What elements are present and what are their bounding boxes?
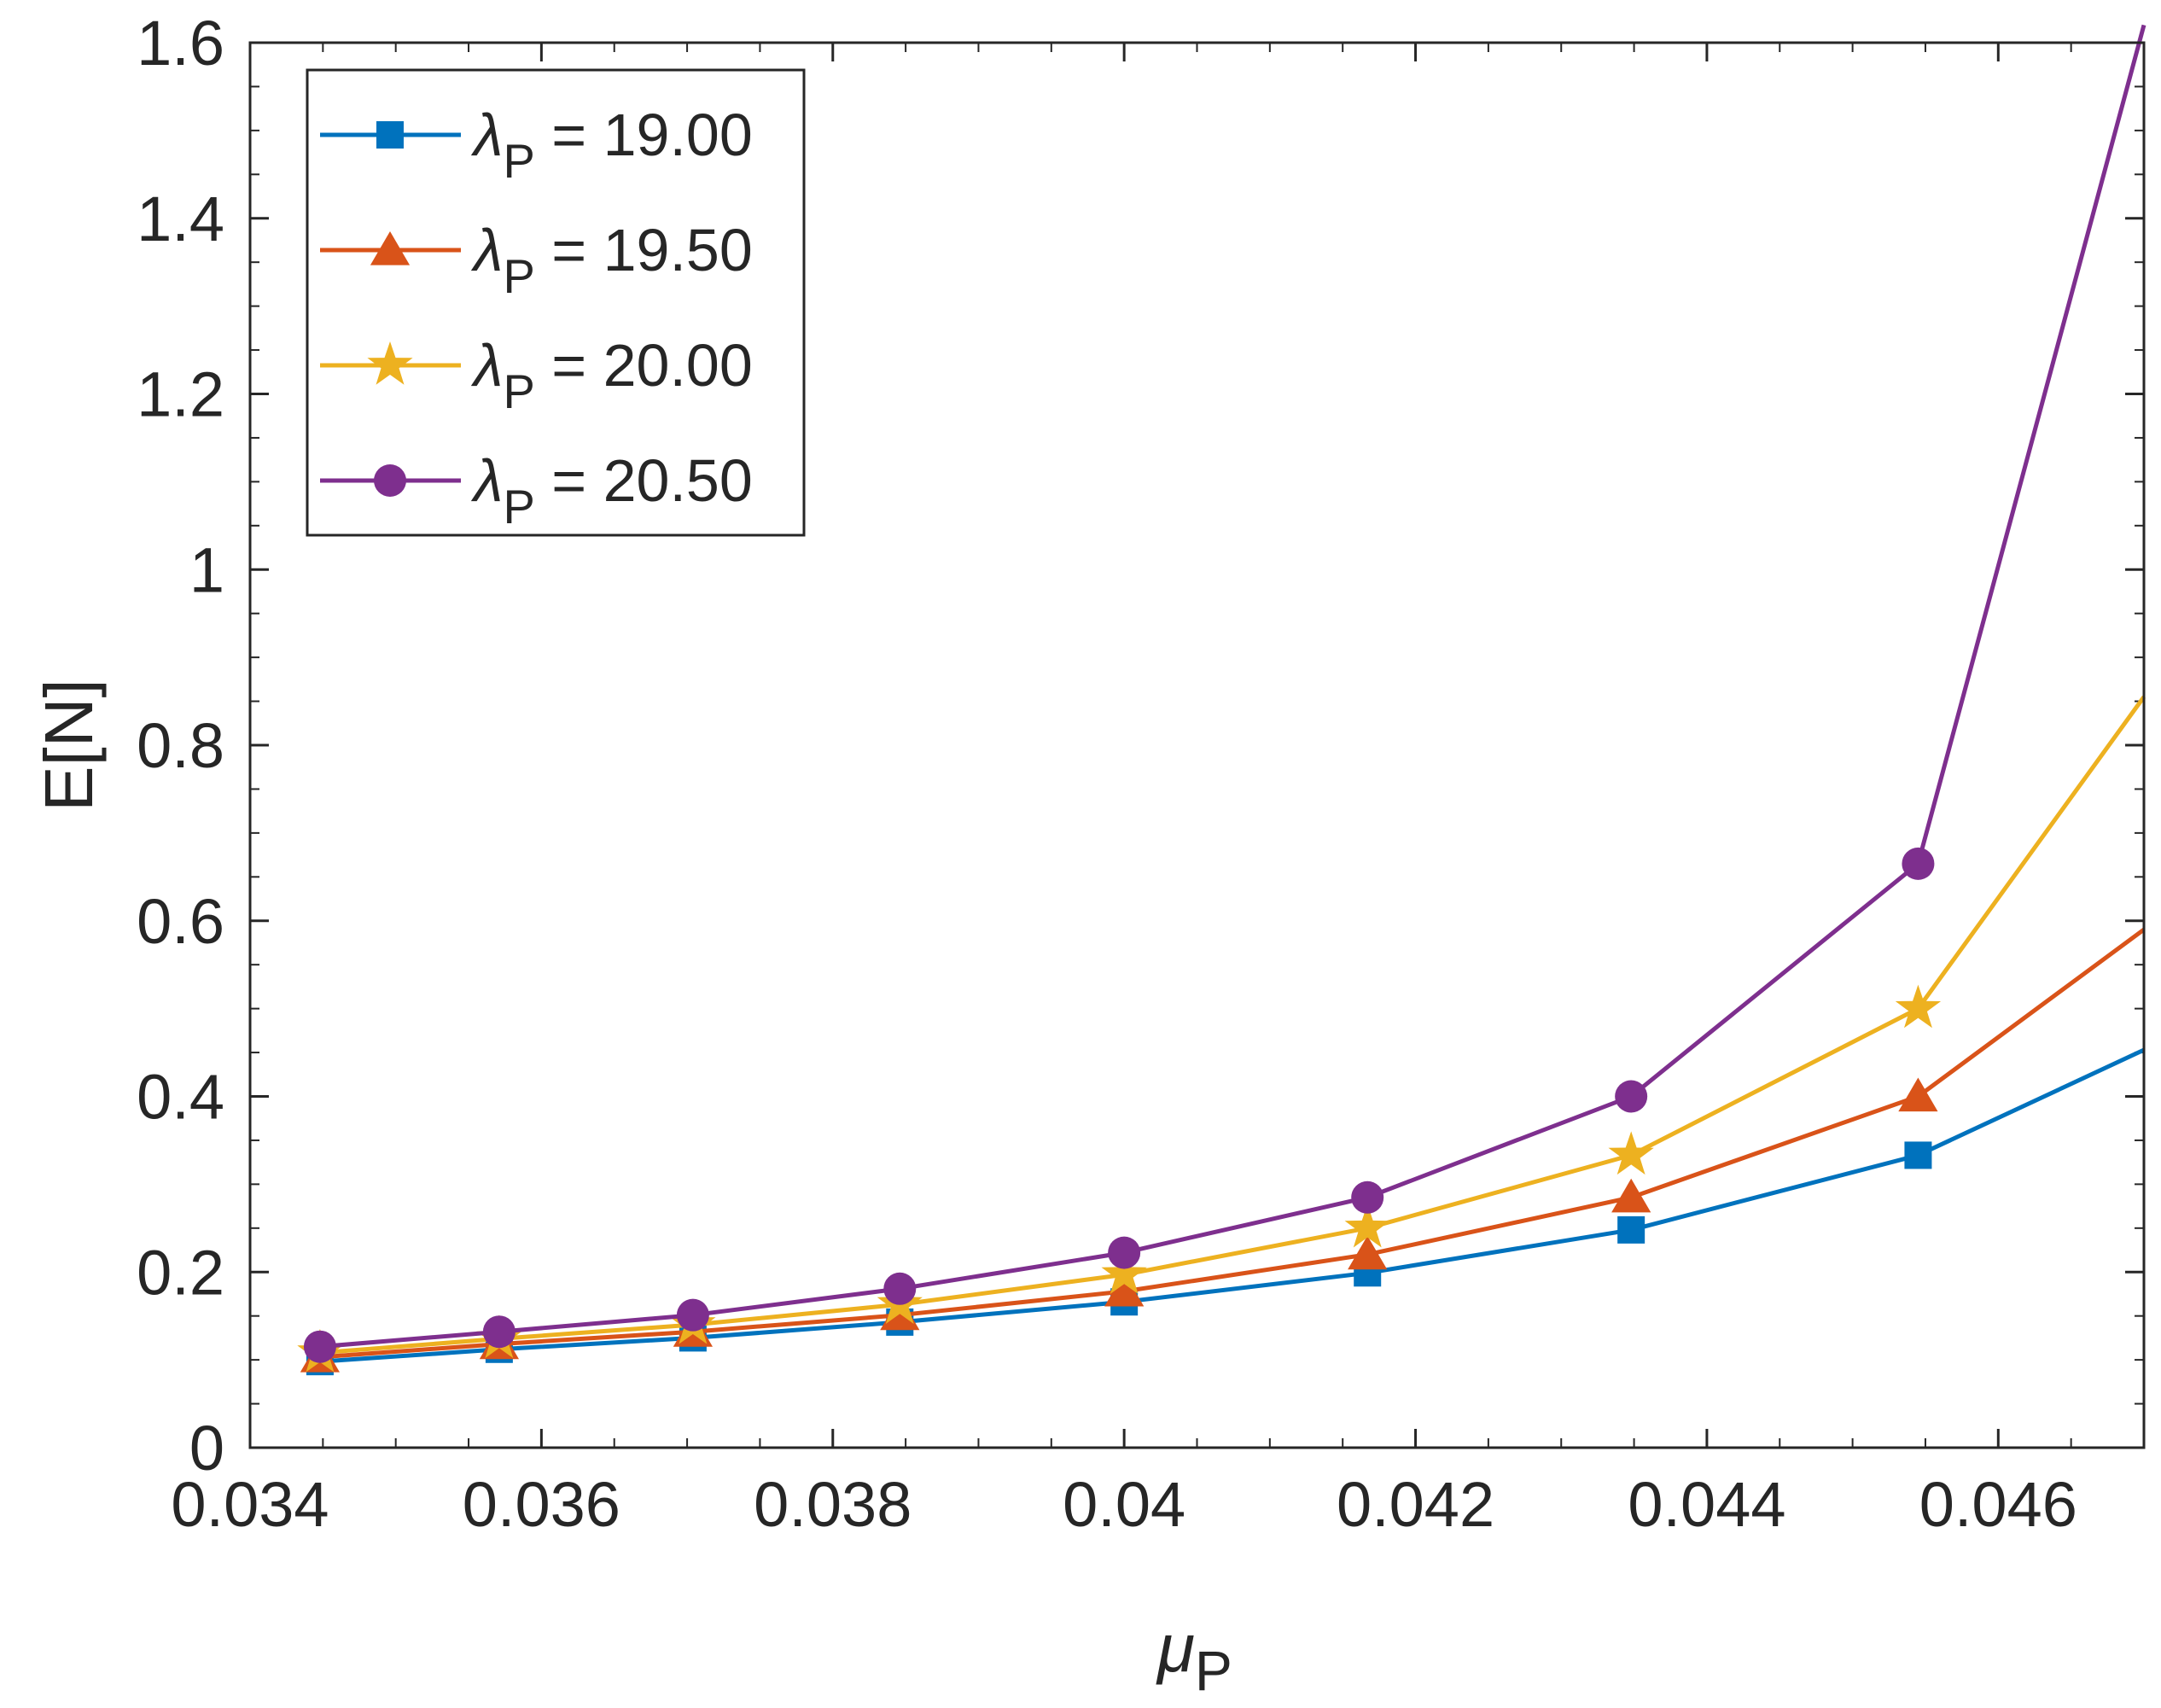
y-tick-label: 1.4 [137,184,224,254]
marker-star [1101,1250,1147,1294]
legend-label-symbol: λ [470,102,503,168]
marker-triangle [1348,1235,1388,1270]
marker-circle [482,1315,515,1349]
x-tick-label: 0.044 [1628,1469,1785,1540]
x-tick-label: 0.034 [171,1469,329,1540]
x-axis-title: μP [1156,1610,1232,1702]
marker-circle [303,1330,336,1363]
legend-label: λP = 19.50 [470,217,753,303]
x-tick-label: 0.042 [1337,1469,1494,1540]
legend-label-subscript: P [503,480,534,533]
y-tick-label: 0 [189,1413,224,1484]
x-tick-label: 0.04 [1063,1469,1185,1540]
y-tick-label: 1 [189,534,224,605]
legend-label-symbol: λ [470,332,503,399]
legend-label-symbol: λ [470,447,503,514]
marker-triangle [1898,1077,1938,1112]
y-tick-label: 0.4 [137,1062,224,1133]
x-tick-label: 0.036 [463,1469,620,1540]
legend-label-value: = 19.00 [535,102,753,168]
marker-circle [676,1298,709,1332]
legend-item: λP = 19.50 [320,217,753,303]
y-tick-label: 0.6 [137,886,224,957]
marker-circle [1615,1080,1648,1113]
legend-label-value: = 20.00 [535,332,753,399]
marker-star [367,341,413,385]
legend-item: λP = 20.50 [320,447,753,533]
axes: 0.034 0.036 0.038 0.04 0.042 0.044 0.046 0 0.2 0.… [137,8,2145,1540]
marker-square [1904,1141,1932,1169]
marker-triangle [370,231,411,265]
marker-circle [883,1272,917,1305]
x-tick-label: 0.046 [1919,1469,2077,1540]
marker-star [1344,1204,1390,1248]
y-tick-label: 1.6 [137,8,224,79]
marker-circle [1108,1236,1141,1269]
x-axis-title-subscript: P [1195,1639,1232,1702]
series-lines [297,24,2146,1376]
legend-label-subscript: P [503,364,534,418]
marker-circle [1902,847,1935,880]
legend-label-value: = 19.50 [535,217,753,283]
marker-square [376,121,404,149]
legend-label-subscript: P [503,134,534,188]
y-axis-title: E[N] [31,679,107,812]
legend-label-symbol: λ [470,217,503,283]
x-axis-title-symbol: μ [1156,1610,1195,1686]
legend-item: λP = 20.00 [320,332,753,418]
x-tick-label: 0.038 [754,1469,912,1540]
plot-frame [248,41,2146,1449]
y-tick-label: 1.2 [137,359,224,430]
legend-label-subscript: P [503,249,534,303]
marker-triangle [1104,1272,1145,1307]
marker-circle [1351,1180,1384,1214]
marker-star [1895,984,1942,1029]
legend-label: λP = 20.00 [470,332,753,418]
y-tick-label: 0.2 [137,1237,224,1308]
legend-label: λP = 19.00 [470,102,753,188]
legend-item: λP = 19.00 [320,102,753,188]
series-circle [303,24,2146,1363]
legend-label: λP = 20.50 [470,447,753,533]
marker-star [1608,1131,1654,1175]
marker-triangle [1611,1178,1651,1213]
marker-circle [374,464,406,497]
y-tick-label: 0.8 [137,710,224,781]
marker-square [1617,1215,1646,1244]
legend-label-value: = 20.50 [535,447,753,514]
